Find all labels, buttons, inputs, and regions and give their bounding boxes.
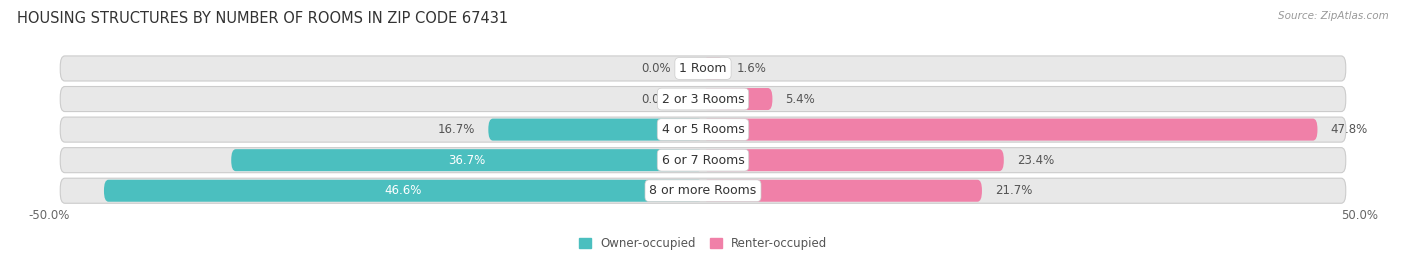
Text: Source: ZipAtlas.com: Source: ZipAtlas.com	[1278, 11, 1389, 21]
Text: 1.6%: 1.6%	[737, 62, 766, 75]
FancyBboxPatch shape	[60, 56, 1346, 81]
Legend: Owner-occupied, Renter-occupied: Owner-occupied, Renter-occupied	[579, 237, 827, 250]
Text: 0.0%: 0.0%	[641, 93, 671, 106]
Text: 46.6%: 46.6%	[385, 184, 422, 197]
FancyBboxPatch shape	[703, 180, 981, 202]
FancyBboxPatch shape	[231, 149, 703, 171]
Text: 5.4%: 5.4%	[786, 93, 815, 106]
Text: 47.8%: 47.8%	[1330, 123, 1368, 136]
Text: HOUSING STRUCTURES BY NUMBER OF ROOMS IN ZIP CODE 67431: HOUSING STRUCTURES BY NUMBER OF ROOMS IN…	[17, 11, 508, 26]
FancyBboxPatch shape	[703, 149, 1004, 171]
Text: 23.4%: 23.4%	[1017, 154, 1054, 167]
Text: 16.7%: 16.7%	[439, 123, 475, 136]
FancyBboxPatch shape	[60, 178, 1346, 203]
Text: 50.0%: 50.0%	[1341, 209, 1378, 222]
FancyBboxPatch shape	[60, 148, 1346, 173]
Text: 21.7%: 21.7%	[995, 184, 1032, 197]
Text: 36.7%: 36.7%	[449, 154, 485, 167]
FancyBboxPatch shape	[703, 88, 772, 110]
FancyBboxPatch shape	[104, 180, 703, 202]
Text: 8 or more Rooms: 8 or more Rooms	[650, 184, 756, 197]
FancyBboxPatch shape	[703, 119, 1317, 141]
Text: -50.0%: -50.0%	[28, 209, 69, 222]
Text: 1 Room: 1 Room	[679, 62, 727, 75]
FancyBboxPatch shape	[60, 117, 1346, 142]
Text: 2 or 3 Rooms: 2 or 3 Rooms	[662, 93, 744, 106]
FancyBboxPatch shape	[60, 86, 1346, 112]
FancyBboxPatch shape	[703, 58, 724, 79]
Text: 4 or 5 Rooms: 4 or 5 Rooms	[662, 123, 744, 136]
Text: 0.0%: 0.0%	[641, 62, 671, 75]
Text: 6 or 7 Rooms: 6 or 7 Rooms	[662, 154, 744, 167]
FancyBboxPatch shape	[488, 119, 703, 141]
